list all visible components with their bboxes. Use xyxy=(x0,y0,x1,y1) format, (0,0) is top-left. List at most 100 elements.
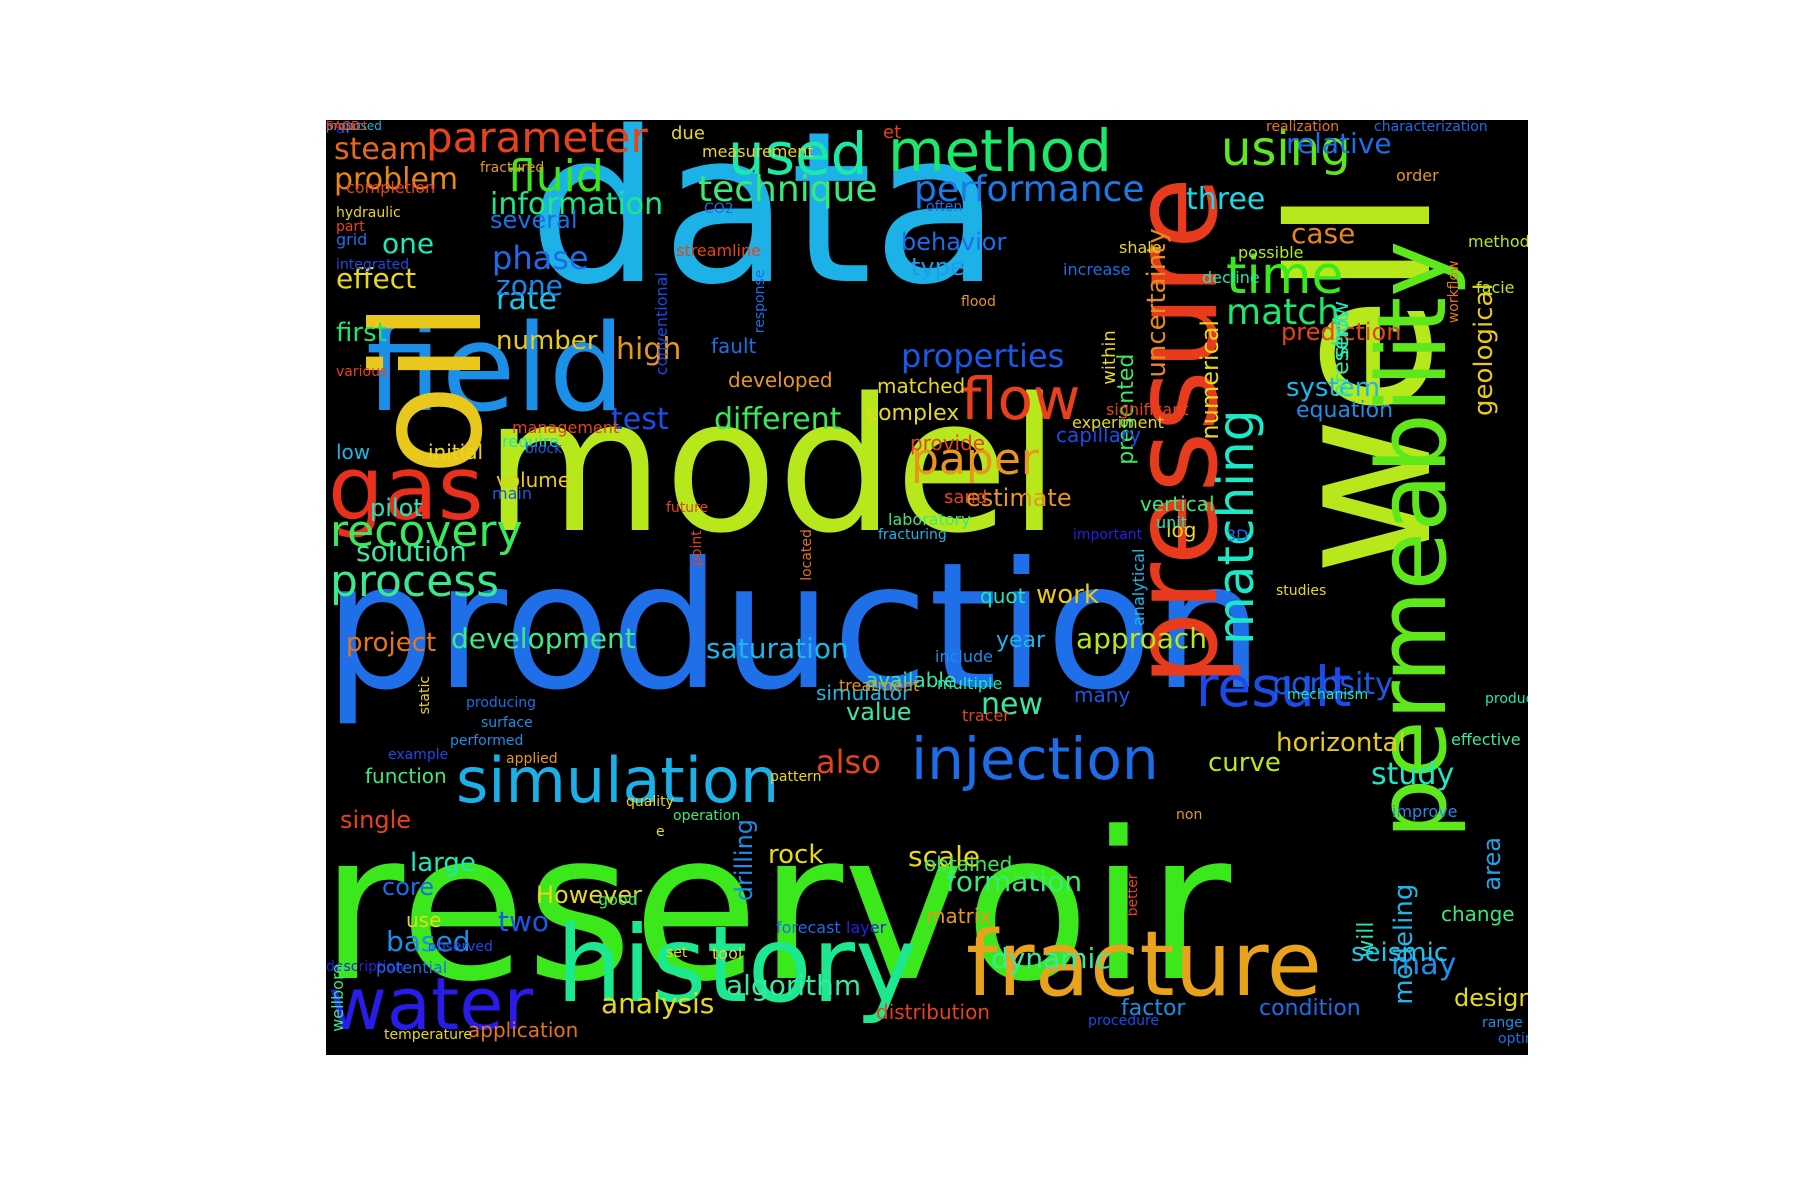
word-steam: steam xyxy=(334,132,428,167)
word-volume: volume xyxy=(496,468,571,492)
word-year: year xyxy=(996,628,1046,653)
word-capillary: capillary xyxy=(1056,423,1141,447)
word-information: information xyxy=(490,187,664,222)
word-recovery: recovery xyxy=(330,506,523,557)
word-developed: developed xyxy=(728,368,833,392)
word-realization: realization xyxy=(1266,120,1340,135)
word-e: e xyxy=(656,824,665,840)
word-pattern: pattern xyxy=(770,769,822,785)
word-high: high xyxy=(616,332,682,367)
word-estimate: estimate xyxy=(966,484,1072,512)
word-relative: relative xyxy=(1286,127,1392,160)
word-data: data xyxy=(528,120,1002,331)
word-sand: sand xyxy=(944,487,988,508)
word-potential: potential xyxy=(376,958,448,977)
word-within: within xyxy=(1099,330,1120,385)
word-performed: performed xyxy=(450,733,524,749)
word-mechanism: mechanism xyxy=(1287,687,1369,703)
word-performance: performance xyxy=(914,169,1145,210)
word-scale: scale xyxy=(908,840,981,873)
word-log: log xyxy=(1166,518,1197,542)
word-result: result xyxy=(1196,655,1352,719)
word-observed: observed xyxy=(428,939,493,955)
word-type: type xyxy=(911,253,965,281)
word-based: based xyxy=(386,925,471,958)
word-point: point xyxy=(689,530,705,566)
word-fractured: fractured xyxy=(480,160,545,176)
word-improve: improve xyxy=(1392,802,1458,821)
word-however: However xyxy=(536,881,642,909)
word-streamline: streamline xyxy=(676,241,761,260)
word-procedure: procedure xyxy=(1088,1013,1160,1029)
word-prediction: prediction xyxy=(1281,318,1402,346)
word-characterization: characterization xyxy=(1374,120,1488,135)
word-fracturing: fracturing xyxy=(878,527,947,543)
word-applied: applied xyxy=(506,751,558,767)
word-future: future xyxy=(666,500,709,516)
word-measurement: measurement xyxy=(702,142,814,161)
word-curve: curve xyxy=(1208,748,1281,778)
word-include: include xyxy=(935,647,993,666)
word-optimization: optimization xyxy=(1498,1031,1528,1047)
word-quality: quality xyxy=(626,794,674,810)
word-case: case xyxy=(1291,217,1356,250)
word-order: order xyxy=(1396,166,1439,185)
word-significant: significant xyxy=(1106,400,1189,419)
word-matrix: matrix xyxy=(926,904,992,928)
word-impact: impact xyxy=(326,120,368,133)
word-design: design xyxy=(1454,984,1528,1012)
word-provide: provide xyxy=(910,431,986,455)
word-seismic: seismic xyxy=(1351,938,1449,968)
word-study: study xyxy=(1371,757,1455,792)
word-completion: completion xyxy=(346,178,436,197)
word-main: main xyxy=(492,484,532,503)
word-fluid: fluid xyxy=(508,151,604,202)
word-grid: grid xyxy=(336,230,368,249)
word-often: often xyxy=(926,199,963,215)
word-set: set xyxy=(666,945,688,961)
word-due: due xyxy=(671,123,705,144)
word-located: located xyxy=(799,529,815,581)
word-paper: paper xyxy=(911,434,1039,485)
word-available: available xyxy=(866,668,957,692)
word-test: test xyxy=(611,402,669,437)
word-use: use xyxy=(406,908,442,932)
word-properties: properties xyxy=(901,337,1065,375)
word-flood: flood xyxy=(961,294,996,310)
word-experiment: experiment xyxy=(1072,413,1164,432)
word-increase: increase xyxy=(1063,260,1131,279)
word-core: core xyxy=(382,873,434,901)
word-horizontal: horizontal xyxy=(1276,728,1406,758)
word-operation: operation xyxy=(673,808,741,824)
word-zone: zone xyxy=(496,269,563,302)
word-flow: flow xyxy=(961,365,1081,433)
word-simulator: simulator xyxy=(816,681,911,705)
word-unit: unit xyxy=(1156,513,1187,532)
word-many: many xyxy=(1074,683,1131,707)
word-rate: rate xyxy=(496,282,557,317)
word-project: project xyxy=(346,628,437,658)
word-sagd: SAGD xyxy=(326,120,361,133)
word-gas: gas xyxy=(328,437,484,540)
word-tracer: tracer xyxy=(962,706,1010,725)
word-treatment: treatment xyxy=(839,676,920,695)
word-part: part xyxy=(336,219,365,235)
word-fracture: fracture xyxy=(966,912,1323,1017)
word-several: several xyxy=(490,206,578,234)
word-analysis: analysis xyxy=(601,987,715,1020)
word-distribution: distribution xyxy=(876,1000,990,1024)
word-wellbore: wellbore xyxy=(328,963,347,1032)
word-reservoir: reservoir xyxy=(326,789,1232,1027)
word-conventional: conventional xyxy=(652,272,671,376)
word-used: used xyxy=(728,120,868,188)
word-process: process xyxy=(330,556,500,607)
word-possible: possible xyxy=(1238,243,1304,262)
word-injection: injection xyxy=(911,725,1159,793)
word-non: non xyxy=(1176,807,1203,823)
word-produced: produced xyxy=(1485,691,1528,707)
word-producing: producing xyxy=(466,695,537,711)
word-also: also xyxy=(816,743,881,781)
word-proposed: proposed xyxy=(326,120,382,133)
word-saturation: saturation xyxy=(706,632,849,665)
word-large: large xyxy=(410,848,476,878)
